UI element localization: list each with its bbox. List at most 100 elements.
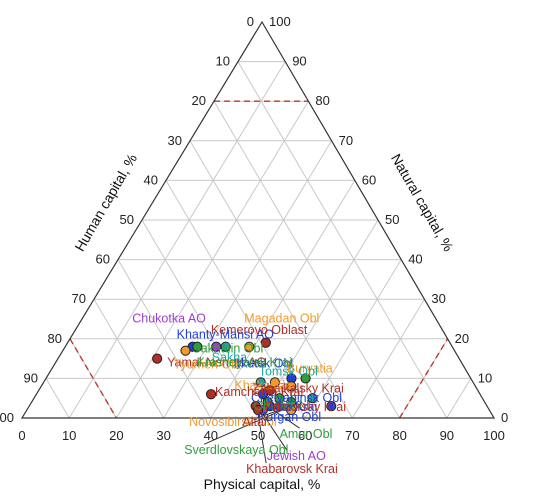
left-tick-label: 60 — [96, 252, 110, 267]
grid-line-human-90 — [45, 378, 70, 419]
label-irkutsk-obl: Irkutsk Obl — [233, 356, 293, 370]
left-tick-label: 20 — [192, 93, 206, 108]
label-altai-krai: Altai Krai — [267, 400, 317, 414]
label-kamchatka-krai: Kamchatka Krai — [215, 385, 303, 399]
point-labels: Chukotka AO Magadan Obl Khanty-Mansi AOKem… — [132, 312, 346, 476]
left-tick-label: 40 — [144, 172, 158, 187]
label-chukotka-ao: Chukotka AO — [132, 312, 206, 326]
right-tick-label: 100 — [269, 14, 291, 29]
bottom-tick-label: 100 — [483, 428, 505, 443]
left-tick-label: 80 — [48, 331, 62, 346]
right-tick-label: 30 — [431, 291, 445, 306]
point-kemerovo-oblast — [260, 337, 271, 348]
label-buryatia: Buryatia — [287, 361, 333, 375]
point-chelyabinsk-obl — [257, 389, 269, 400]
bottom-tick-label: 90 — [440, 428, 454, 443]
bottom-tick-label: 80 — [392, 428, 406, 443]
label-sakhalin-obl: Sakhalin Obl — [192, 342, 263, 356]
bottom-tick-label: 30 — [156, 428, 170, 443]
label-yamal-nenets-ao: Yamal-Nenets AO — [167, 356, 266, 370]
right-tick-label: 50 — [385, 212, 399, 227]
label-kurgan-obl: Kurgan Obl — [258, 410, 321, 424]
label-tyumen-obl: Tyumen Obl — [174, 358, 241, 372]
grid-line-physical-10 — [68, 61, 286, 419]
grid-line-physical-60 — [304, 259, 402, 419]
reference-line-physical — [399, 338, 449, 419]
label-khabarovsk-krai: Khabarovsk Krai — [246, 462, 338, 476]
point-tyumen-obl — [180, 345, 191, 356]
point-sakha — [220, 341, 231, 352]
left-tick-label: 10 — [216, 54, 230, 69]
right-tick-label: 20 — [455, 331, 469, 346]
label-amur-obl: Amur Obl — [280, 427, 333, 441]
label-krasnoyarsk-krai: Krasnoyarsk Krai — [197, 355, 292, 369]
right-tick-label: 40 — [408, 252, 422, 267]
label-primorsky-krai: Primorsky Krai — [265, 400, 346, 414]
label-khanty-mansi-ao: Khanty-Mansi AO — [177, 328, 275, 342]
right-tick-label: 10 — [478, 370, 492, 385]
point-amur-obl — [262, 397, 273, 408]
left-tick-label: 30 — [168, 133, 182, 148]
reference-lines — [69, 100, 449, 419]
point-altai — [274, 401, 285, 412]
leader-khabarovsk-krai — [257, 413, 267, 464]
label-altai: Altai — [242, 415, 266, 429]
left-axis-title: Human capital, % — [71, 151, 140, 254]
point-altai-krai — [326, 401, 337, 412]
bottom-tick-label: 0 — [18, 428, 25, 443]
grid-line-physical-90 — [446, 378, 472, 419]
label-tuva: Tuva — [274, 397, 301, 411]
grid-line-physical-70 — [351, 298, 425, 419]
bottom-tick-label: 10 — [62, 428, 76, 443]
point-krasnoyarsk-krai — [300, 373, 311, 384]
left-tick-label: 50 — [120, 212, 134, 227]
point-buryatia — [269, 377, 280, 388]
point-kamchatka-krai — [205, 389, 217, 400]
label-khakassia: Khakassia — [234, 378, 292, 392]
data-points — [152, 337, 337, 416]
leader-jewish-ao — [262, 413, 288, 451]
label-kemerovo-oblast: Kemerovo Oblast — [211, 323, 308, 337]
point-magadan-obl — [244, 341, 255, 352]
point-khabarovsk-krai — [252, 404, 264, 416]
grid-line-physical-30 — [163, 140, 333, 419]
grid-line-human-50 — [141, 219, 259, 419]
bottom-axis-title: Physical capital, % — [204, 476, 321, 492]
label-jewish-ao: Jewish AO — [267, 449, 326, 463]
left-tick-label: 90 — [24, 370, 38, 385]
label-chelyabinsk-obl: Chelyabinsk Obl — [251, 391, 342, 405]
bottom-tick-label: 50 — [251, 428, 265, 443]
point-yamal-nenets-ao — [152, 353, 163, 364]
label-sverdlovskaya-obl: Sverdlovskaya Obl — [184, 443, 288, 457]
left-tick-label: 0 — [247, 14, 254, 29]
label-sakha: Sakha — [212, 351, 247, 365]
right-tick-label: 90 — [292, 54, 306, 69]
label-novosibirsk-obl: Novosibirsk Obl — [189, 415, 277, 429]
grid-line-human-70 — [93, 298, 165, 419]
point-sverdlovskaya-obl — [286, 397, 297, 408]
bottom-tick-label: 60 — [298, 428, 312, 443]
point-sakhalin-obl — [192, 341, 203, 352]
bottom-tick-label: 70 — [345, 428, 359, 443]
right-tick-label: 70 — [339, 133, 353, 148]
grid-line-human-10 — [237, 61, 448, 419]
grid-line-human-60 — [117, 259, 212, 419]
right-tick-label: 60 — [362, 172, 376, 187]
point-tomsk-obl — [255, 377, 266, 388]
label-tomsk-obl: Tomsk Obl — [259, 364, 318, 378]
left-tick-label: 100 — [0, 410, 14, 425]
grid-lines — [45, 61, 472, 419]
right-tick-label: 80 — [315, 93, 329, 108]
label-omsk-obl: Omsk Obl — [253, 399, 309, 413]
right-tick-label: 0 — [501, 410, 508, 425]
right-axis-title: Natural capital, % — [388, 151, 457, 254]
reference-line-human — [69, 338, 118, 419]
label-magadan-obl: Magadan Obl — [244, 312, 319, 326]
leader-altai — [262, 409, 280, 417]
point-khakassia — [286, 381, 297, 392]
left-tick-label: 70 — [72, 291, 86, 306]
label-zabaikalsky-krai: Zabaikalsky Krai — [252, 381, 344, 395]
bottom-tick-label: 20 — [109, 428, 123, 443]
point-tuva — [307, 393, 318, 404]
